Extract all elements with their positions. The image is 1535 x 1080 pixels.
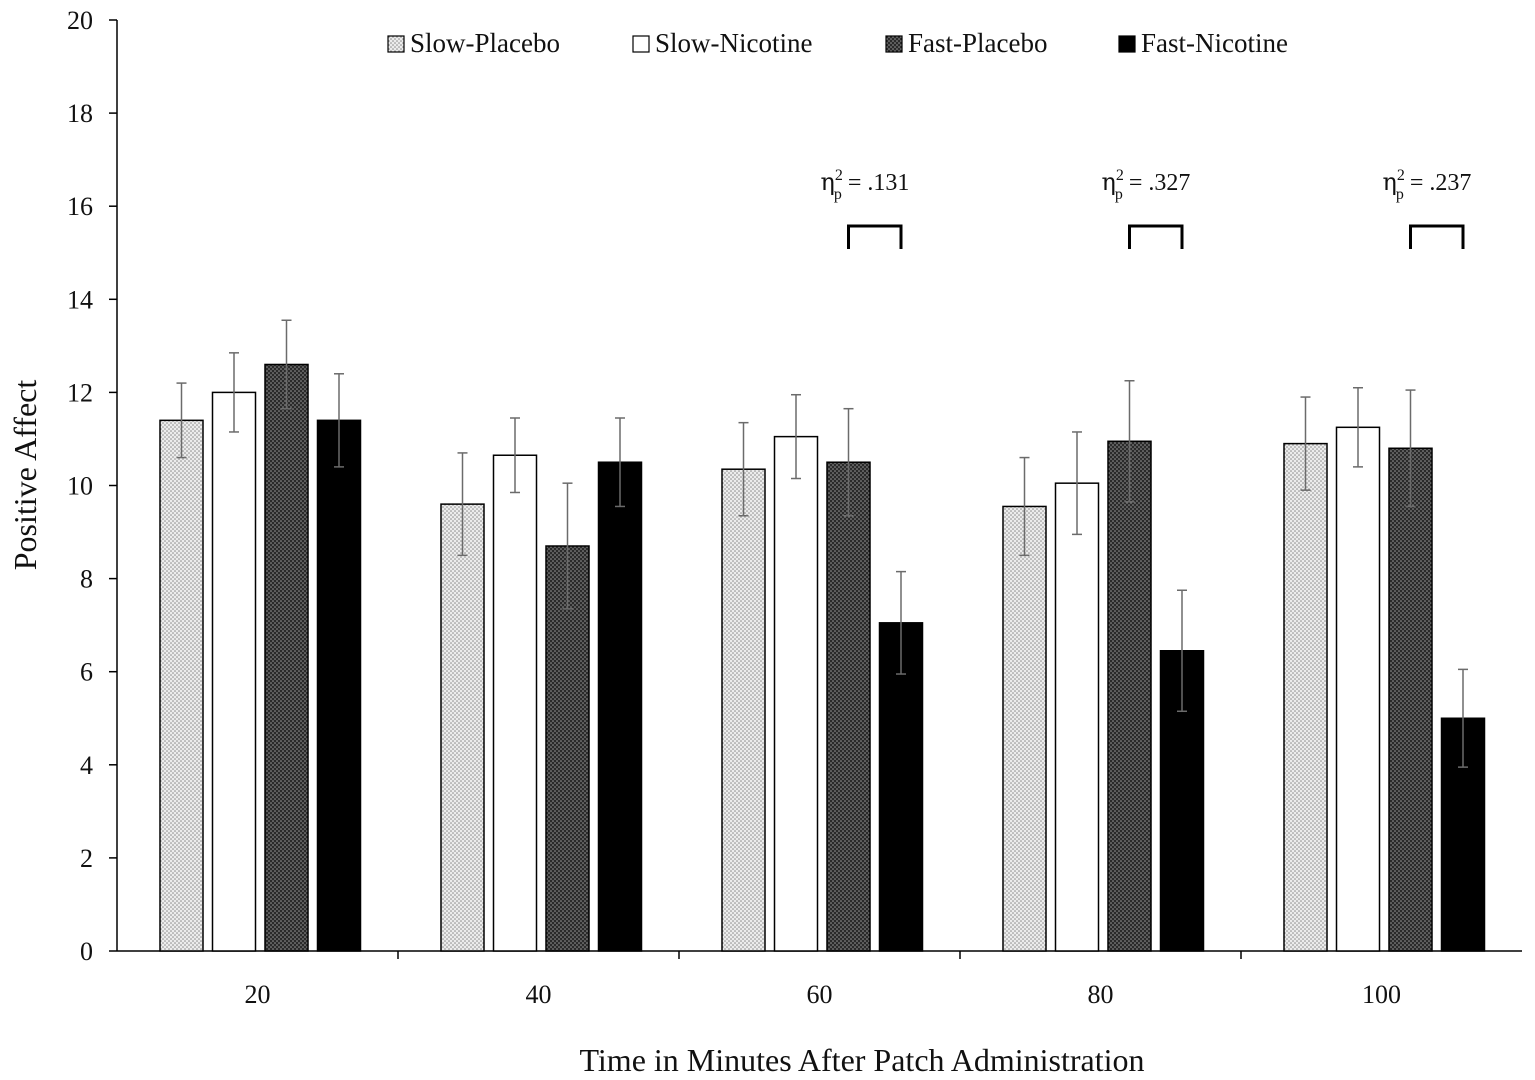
effect-size-label: η2 p = .237 (1383, 167, 1472, 203)
legend-label: Fast-Nicotine (1141, 28, 1288, 58)
legend-item: Slow-Nicotine (632, 28, 812, 58)
error-bar (1072, 431, 1082, 536)
error-bar (1019, 456, 1030, 557)
error-bar (457, 452, 468, 557)
x-tick-label: 100 (1362, 980, 1401, 1009)
y-tick-label: 16 (67, 192, 93, 221)
bar (826, 461, 871, 952)
legend-swatch (632, 35, 650, 53)
significance-bracket (1409, 224, 1465, 249)
x-tick-label: 20 (245, 980, 271, 1009)
bar (264, 363, 309, 952)
y-tick-label: 14 (67, 285, 93, 314)
bar (878, 622, 924, 952)
error-bar (1353, 386, 1363, 468)
error-bar (1458, 668, 1468, 768)
legend-label: Fast-Placebo (908, 28, 1047, 58)
bar (1283, 442, 1328, 952)
y-tick-label: 0 (80, 937, 93, 966)
y-tick-label: 12 (67, 378, 93, 407)
error-bar (843, 407, 854, 517)
legend-item: Slow-Placebo (387, 28, 560, 58)
bar (492, 454, 538, 952)
bar (1388, 447, 1433, 952)
y-tick-label: 10 (67, 472, 93, 501)
bar (1002, 505, 1047, 952)
significance-bracket (1128, 224, 1184, 249)
error-bar (1405, 389, 1416, 508)
bar (773, 435, 819, 952)
effect-size-label: η2 p = .327 (1102, 167, 1191, 203)
legend-label: Slow-Placebo (410, 28, 560, 58)
x-tick-label: 40 (526, 980, 552, 1009)
error-bar (615, 417, 625, 508)
error-bar (1177, 589, 1187, 713)
axes: 0 2 4 6 8 10 12 14 16 18 20 20 40 60 80 100 (67, 6, 1522, 1009)
bar (159, 419, 204, 952)
error-bar (562, 482, 573, 610)
legend-label: Slow-Nicotine (655, 28, 812, 58)
bars (159, 363, 1486, 952)
effect-size-annotation: η2 p = .131 (821, 167, 910, 249)
significance-bracket (847, 224, 903, 249)
y-tick-label: 18 (67, 99, 93, 128)
effect-size-annotation: η2 p = .327 (1102, 167, 1191, 249)
bar (440, 503, 485, 952)
bar (721, 468, 766, 952)
legend: Slow-Placebo Slow-Nicotine Fast-Placebo Fas… (387, 28, 1288, 58)
bar (1107, 440, 1152, 952)
error-bar (510, 417, 520, 494)
bar (597, 461, 643, 952)
x-tick-label: 60 (807, 980, 833, 1009)
bar (1054, 482, 1100, 952)
error-bar (334, 373, 344, 468)
y-tick-label: 20 (67, 6, 93, 35)
effect-size-annotation: η2 p = .237 (1383, 167, 1472, 249)
error-bar (896, 570, 906, 675)
x-tick-label: 80 (1088, 980, 1114, 1009)
bar (316, 419, 362, 952)
bar (545, 545, 590, 952)
x-axis-title: Time in Minutes After Patch Administrati… (579, 1042, 1144, 1078)
effect-size-label: η2 p = .131 (821, 167, 910, 203)
effect-size-annotations: η2 p = .131 η2 p = .327 η2 p = .237 (821, 167, 1472, 249)
error-bar (229, 352, 239, 433)
error-bars (176, 319, 1468, 768)
y-tick-label: 2 (80, 844, 93, 873)
y-tick-label: 4 (80, 751, 93, 780)
error-bar (1124, 380, 1135, 503)
error-bar (176, 382, 187, 459)
legend-item: Fast-Nicotine (1118, 28, 1288, 58)
legend-swatch (885, 35, 903, 53)
y-tick-label: 8 (80, 565, 93, 594)
y-axis-title: Positive Affect (7, 380, 43, 571)
error-bar (281, 319, 292, 410)
bar (1335, 426, 1381, 952)
y-tick-label: 6 (80, 658, 93, 687)
error-bar (791, 393, 801, 480)
legend-swatch (1118, 35, 1136, 53)
legend-item: Fast-Placebo (885, 28, 1047, 58)
error-bar (1300, 396, 1311, 491)
error-bar (738, 421, 749, 517)
legend-swatch (387, 35, 405, 53)
bar (211, 391, 257, 952)
